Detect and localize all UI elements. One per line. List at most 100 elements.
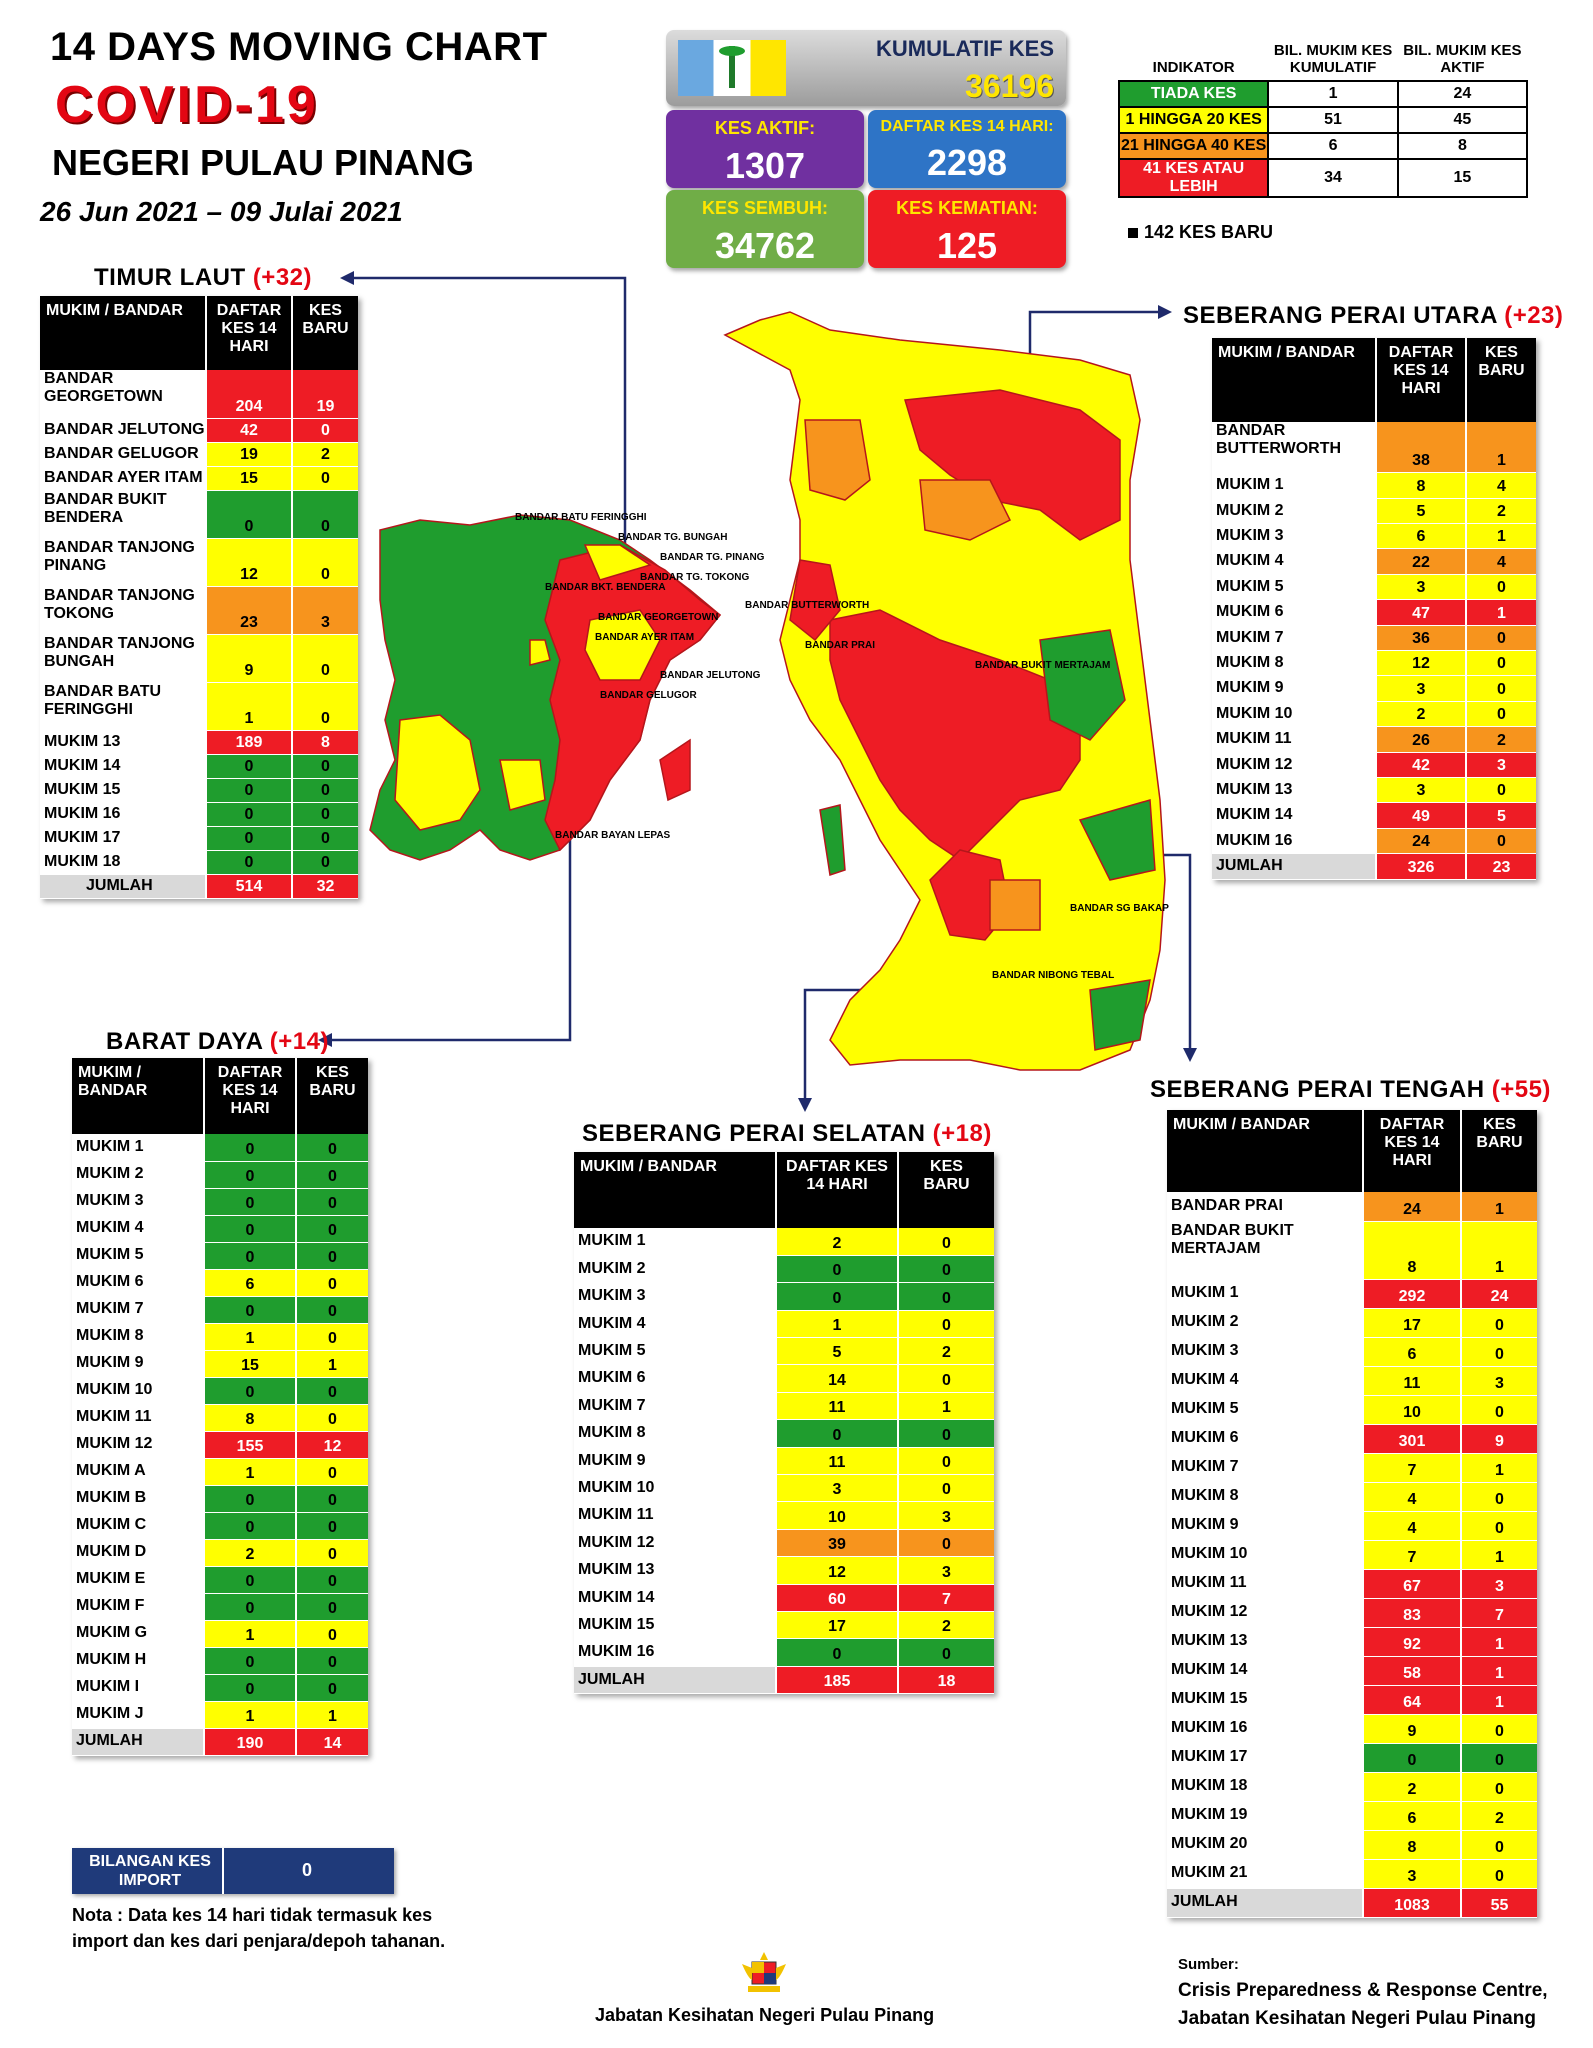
mukim-name: MUKIM 5: [574, 1337, 776, 1366]
table-row: MUKIM 16 9 0: [1167, 1714, 1537, 1744]
daftar-value: 42: [205, 418, 292, 443]
ind-act-2: 8: [1396, 132, 1529, 160]
baru-value: 3: [1460, 1569, 1537, 1599]
mukim-name: MUKIM 6: [72, 1269, 204, 1297]
daftar-value: 17: [775, 1611, 898, 1640]
baru-value: 1: [1460, 1192, 1537, 1222]
table-row: BANDAR GELUGOR 19 2: [40, 442, 358, 467]
total-label: JUMLAH: [574, 1666, 776, 1695]
mukim-name: BANDAR TANJONG PINANG: [40, 538, 206, 587]
baru-value: 24: [1460, 1279, 1537, 1309]
table-row: MUKIM 6 14 0: [574, 1364, 994, 1393]
baru-value: 0: [291, 682, 358, 731]
daftar-value: 6: [203, 1269, 296, 1297]
daftar-value: 0: [205, 802, 292, 827]
baru-value: 0: [295, 1647, 368, 1675]
daftar-value: 6: [1362, 1337, 1461, 1367]
mukim-name: MUKIM 13: [40, 730, 206, 755]
baru-value: 8: [291, 730, 358, 755]
daftar-value: 7: [1362, 1540, 1461, 1570]
kematian-box: KES KEMATIAN: 125: [868, 190, 1066, 268]
mukim-name: MUKIM 6: [574, 1364, 776, 1393]
title-spt: SEBERANG PERAI TENGAH (+55): [1150, 1076, 1551, 1104]
mukim-name: MUKIM 3: [1167, 1337, 1363, 1367]
title-timur-laut-plus: (+32): [252, 264, 313, 291]
daftar-value: 0: [205, 826, 292, 851]
baru-value: 0: [295, 1296, 368, 1324]
table-timur-laut: MUKIM / BANDAR DAFTAR KES 14 HARI KES BARU…: [40, 296, 358, 899]
mukim-name: MUKIM 1: [574, 1228, 776, 1256]
mukim-name: MUKIM 10: [72, 1377, 204, 1405]
table-row: MUKIM 8 12 0: [1212, 650, 1536, 677]
table-row: MUKIM 17 0 0: [1167, 1743, 1537, 1773]
baru-value: 0: [291, 538, 358, 587]
daftar-value: 0: [775, 1282, 898, 1311]
note-text: Nota : Data kes 14 hari tidak termasuk k…: [72, 1905, 446, 1952]
daftar-value: 15: [203, 1350, 296, 1378]
daftar-value: 204: [205, 370, 292, 419]
total-label: JUMLAH: [72, 1728, 204, 1756]
table-row: MUKIM 12 42 3: [1212, 752, 1536, 778]
table-row: MUKIM 16 0 0: [574, 1638, 994, 1667]
daftar-value: 0: [775, 1638, 898, 1667]
daftar-value: 9: [1362, 1714, 1461, 1744]
daftar-value: 0: [775, 1419, 898, 1448]
daftar-value: 0: [775, 1255, 898, 1284]
baru-value: 1: [1460, 1221, 1537, 1280]
total-daftar: 326: [1375, 853, 1466, 880]
daftar-value: 39: [775, 1529, 898, 1558]
mukim-name: MUKIM 13: [1212, 777, 1376, 804]
daftar-value: 0: [205, 778, 292, 803]
mukim-name: MUKIM 9: [1212, 675, 1376, 702]
daftar-value: 1: [203, 1701, 296, 1729]
daftar-label: DAFTAR KES 14 HARI:: [880, 118, 1054, 135]
import-box: BILANGAN KES IMPORT 0: [72, 1848, 394, 1894]
table-row: BANDAR PRAI 24 1: [1167, 1192, 1537, 1222]
table-header-cell: DAFTAR KES 14 HARI: [205, 296, 292, 370]
baru-value: 0: [897, 1529, 994, 1558]
daftar-value: 189: [205, 730, 292, 755]
table-header-cell: MUKIM / BANDAR: [72, 1058, 204, 1134]
baru-value: 0: [1460, 1482, 1537, 1512]
table-row: MUKIM 15 64 1: [1167, 1685, 1537, 1715]
ind-cum-1: 51: [1267, 106, 1399, 134]
baru-value: 0: [295, 1215, 368, 1243]
daftar-value: 64: [1362, 1685, 1461, 1715]
table-header-cell: MUKIM / BANDAR: [574, 1152, 776, 1228]
daftar-value: 8: [203, 1404, 296, 1432]
baru-value: 0: [1460, 1395, 1537, 1425]
daftar-value: 17: [1362, 1308, 1461, 1338]
baru-value: 0: [897, 1474, 994, 1503]
table-row: MUKIM 11 67 3: [1167, 1569, 1537, 1599]
baru-value: 0: [295, 1674, 368, 1702]
mukim-name: BANDAR BUTTERWORTH: [1212, 422, 1376, 474]
table-row: MUKIM 18 0 0: [40, 850, 358, 875]
baru-value: 3: [1460, 1366, 1537, 1396]
baru-value: 0: [897, 1638, 994, 1667]
baru-value: 0: [1460, 1714, 1537, 1744]
title-barat-daya-name: BARAT DAYA: [106, 1028, 263, 1055]
total-baru: 55: [1460, 1888, 1537, 1918]
daftar-value: 49: [1375, 802, 1466, 829]
table-header-cell: MUKIM / BANDAR: [1212, 338, 1376, 422]
mukim-name: MUKIM 9: [72, 1350, 204, 1378]
baru-value: 7: [897, 1584, 994, 1612]
baru-value: 0: [295, 1458, 368, 1486]
mukim-name: MUKIM 15: [1167, 1685, 1363, 1715]
import-value: 0: [301, 1860, 312, 1880]
table-row: BANDAR BUKIT MERTAJAM 8 1: [1167, 1221, 1537, 1280]
mukim-name: MUKIM 10: [1167, 1540, 1363, 1570]
daftar-value: 0: [205, 490, 292, 539]
daftar-value: 92: [1362, 1627, 1461, 1657]
mukim-name: MUKIM 11: [72, 1404, 204, 1432]
sembuh-label: KES SEMBUH:: [701, 198, 828, 218]
total-row: JUMLAH 326 23: [1212, 853, 1536, 880]
mukim-name: MUKIM 18: [40, 850, 206, 875]
